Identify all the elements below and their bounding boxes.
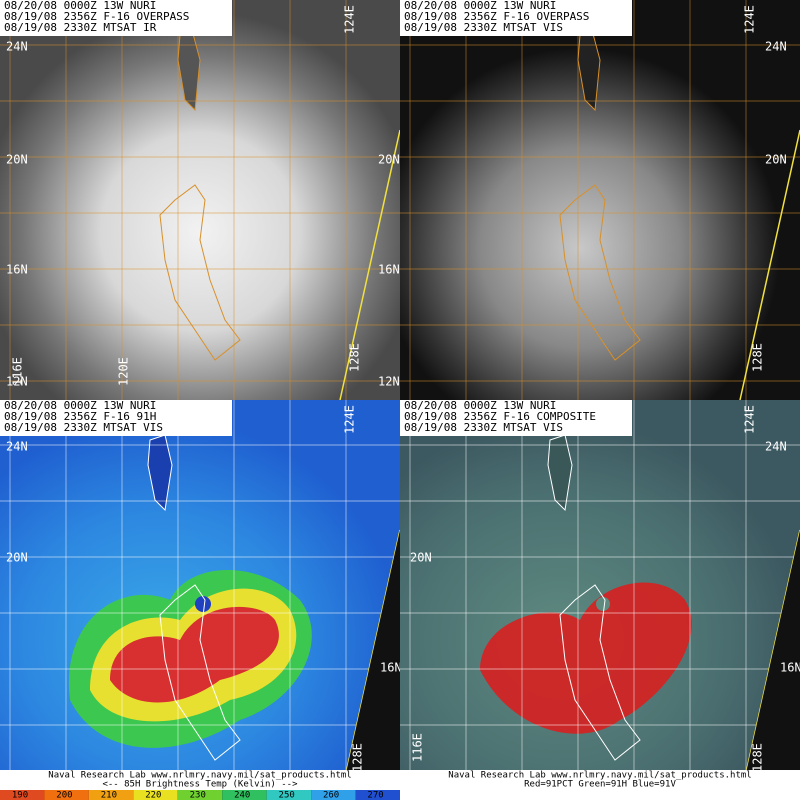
lon-label: 124E [343, 405, 357, 434]
colorbar-segment [222, 790, 267, 800]
header-line: 08/19/08 2330Z MTSAT VIS [404, 421, 563, 434]
lat-label: 20N [410, 551, 432, 565]
colorbar-label: 200 [56, 791, 72, 800]
header-box [400, 400, 632, 436]
footer: Naval Research Lab www.nrlmry.navy.mil/s… [400, 770, 800, 800]
lon-label: 124E [343, 5, 357, 34]
header-line: 08/19/08 2356Z F-16 COMPOSITE [404, 410, 596, 423]
footer-line: Naval Research Lab www.nrlmry.navy.mil/s… [48, 771, 351, 781]
colorbar-segment [44, 790, 89, 800]
coast [559, 184, 641, 361]
footer-line: Naval Research Lab www.nrlmry.navy.mil/s… [448, 771, 751, 781]
image-background [400, 0, 800, 400]
image [400, 0, 800, 400]
lon-label: 128E [751, 343, 765, 372]
lat-label: 24N [765, 440, 787, 454]
colorbar-segment [266, 790, 312, 800]
colorbar-segment [88, 790, 134, 800]
header-line: 08/19/08 2356Z F-16 OVERPASS [4, 10, 189, 23]
footer-box [400, 770, 800, 800]
lon-label: 124E [743, 405, 757, 434]
swath-edge [339, 129, 400, 400]
colorbar-label: 250 [279, 791, 295, 800]
lat-label: 24N [765, 40, 787, 54]
header-line: 08/19/08 2330Z MTSAT VIS [4, 421, 163, 434]
image [0, 400, 400, 770]
lat-label: 12N [378, 375, 400, 389]
header-line: 08/19/08 2330Z MTSAT VIS [404, 21, 563, 34]
lon-label: 116E [11, 357, 25, 386]
footer-line: <-- 85H Brightness Temp (Kelvin) --> [102, 780, 298, 790]
header-line: 08/19/08 2356Z F-16 OVERPASS [404, 10, 589, 23]
colorbar-label: 240 [234, 791, 250, 800]
footer-line: Red=91PCT Green=91H Blue=91V [524, 780, 676, 790]
header-line: 08/19/08 2356Z F-16 91H [4, 410, 156, 423]
colorbar-label: 190 [12, 791, 28, 800]
header-box [0, 400, 232, 436]
lat-label: 16N [6, 263, 28, 277]
eye [195, 596, 211, 612]
footer-box [0, 770, 400, 790]
swath-edge [739, 129, 800, 400]
coast [559, 584, 641, 761]
colorbar-segment [133, 790, 178, 800]
header-line: 08/20/08 0000Z 13W NURI [4, 0, 156, 12]
header-line: 08/20/08 0000Z 13W NURI [404, 399, 556, 412]
lon-label: 128E [751, 743, 765, 772]
image [0, 0, 400, 400]
coast [159, 184, 241, 361]
lat-label: 16N [380, 661, 402, 675]
eye [596, 597, 610, 611]
colorbar-segment [311, 790, 356, 800]
colorbar-label: 210 [101, 791, 117, 800]
coast [159, 584, 241, 761]
lon-label: 124E [743, 5, 757, 34]
colorbar-label: 220 [145, 791, 161, 800]
header-line: 08/20/08 0000Z 13W NURI [404, 0, 556, 12]
swath-outside [346, 530, 400, 770]
header-box [0, 0, 232, 36]
lat-label: 20N [6, 551, 28, 565]
lon-label: 116E [411, 733, 425, 762]
lat-label: 20N [765, 153, 787, 167]
lat-label: 16N [780, 661, 800, 675]
lon-label: 128E [348, 343, 362, 372]
rain-red [480, 582, 692, 734]
lat-label: 20N [6, 153, 28, 167]
header-box [400, 0, 632, 36]
lat-label: 24N [6, 40, 28, 54]
convection-red [110, 606, 279, 703]
colorbar-label: 260 [323, 791, 339, 800]
lat-label: 20N [378, 153, 400, 167]
colorbar-segment [177, 790, 223, 800]
lat-label: 12N [6, 375, 28, 389]
header-line: 08/20/08 0000Z 13W NURI [4, 399, 156, 412]
image-background [0, 0, 400, 400]
colorbar-label: 270 [367, 791, 383, 800]
header-line: 08/19/08 2330Z MTSAT IR [4, 21, 157, 34]
lat-label: 16N [378, 263, 400, 277]
lon-label: 120E [117, 357, 131, 386]
image [400, 400, 800, 770]
colorbar-segment [355, 790, 400, 800]
footer: Naval Research Lab www.nrlmry.navy.mil/s… [0, 770, 400, 800]
lon-label: 128E [351, 743, 365, 772]
lat-label: 24N [6, 440, 28, 454]
colorbar-label: 230 [190, 791, 206, 800]
colorbar-segment [0, 790, 45, 800]
